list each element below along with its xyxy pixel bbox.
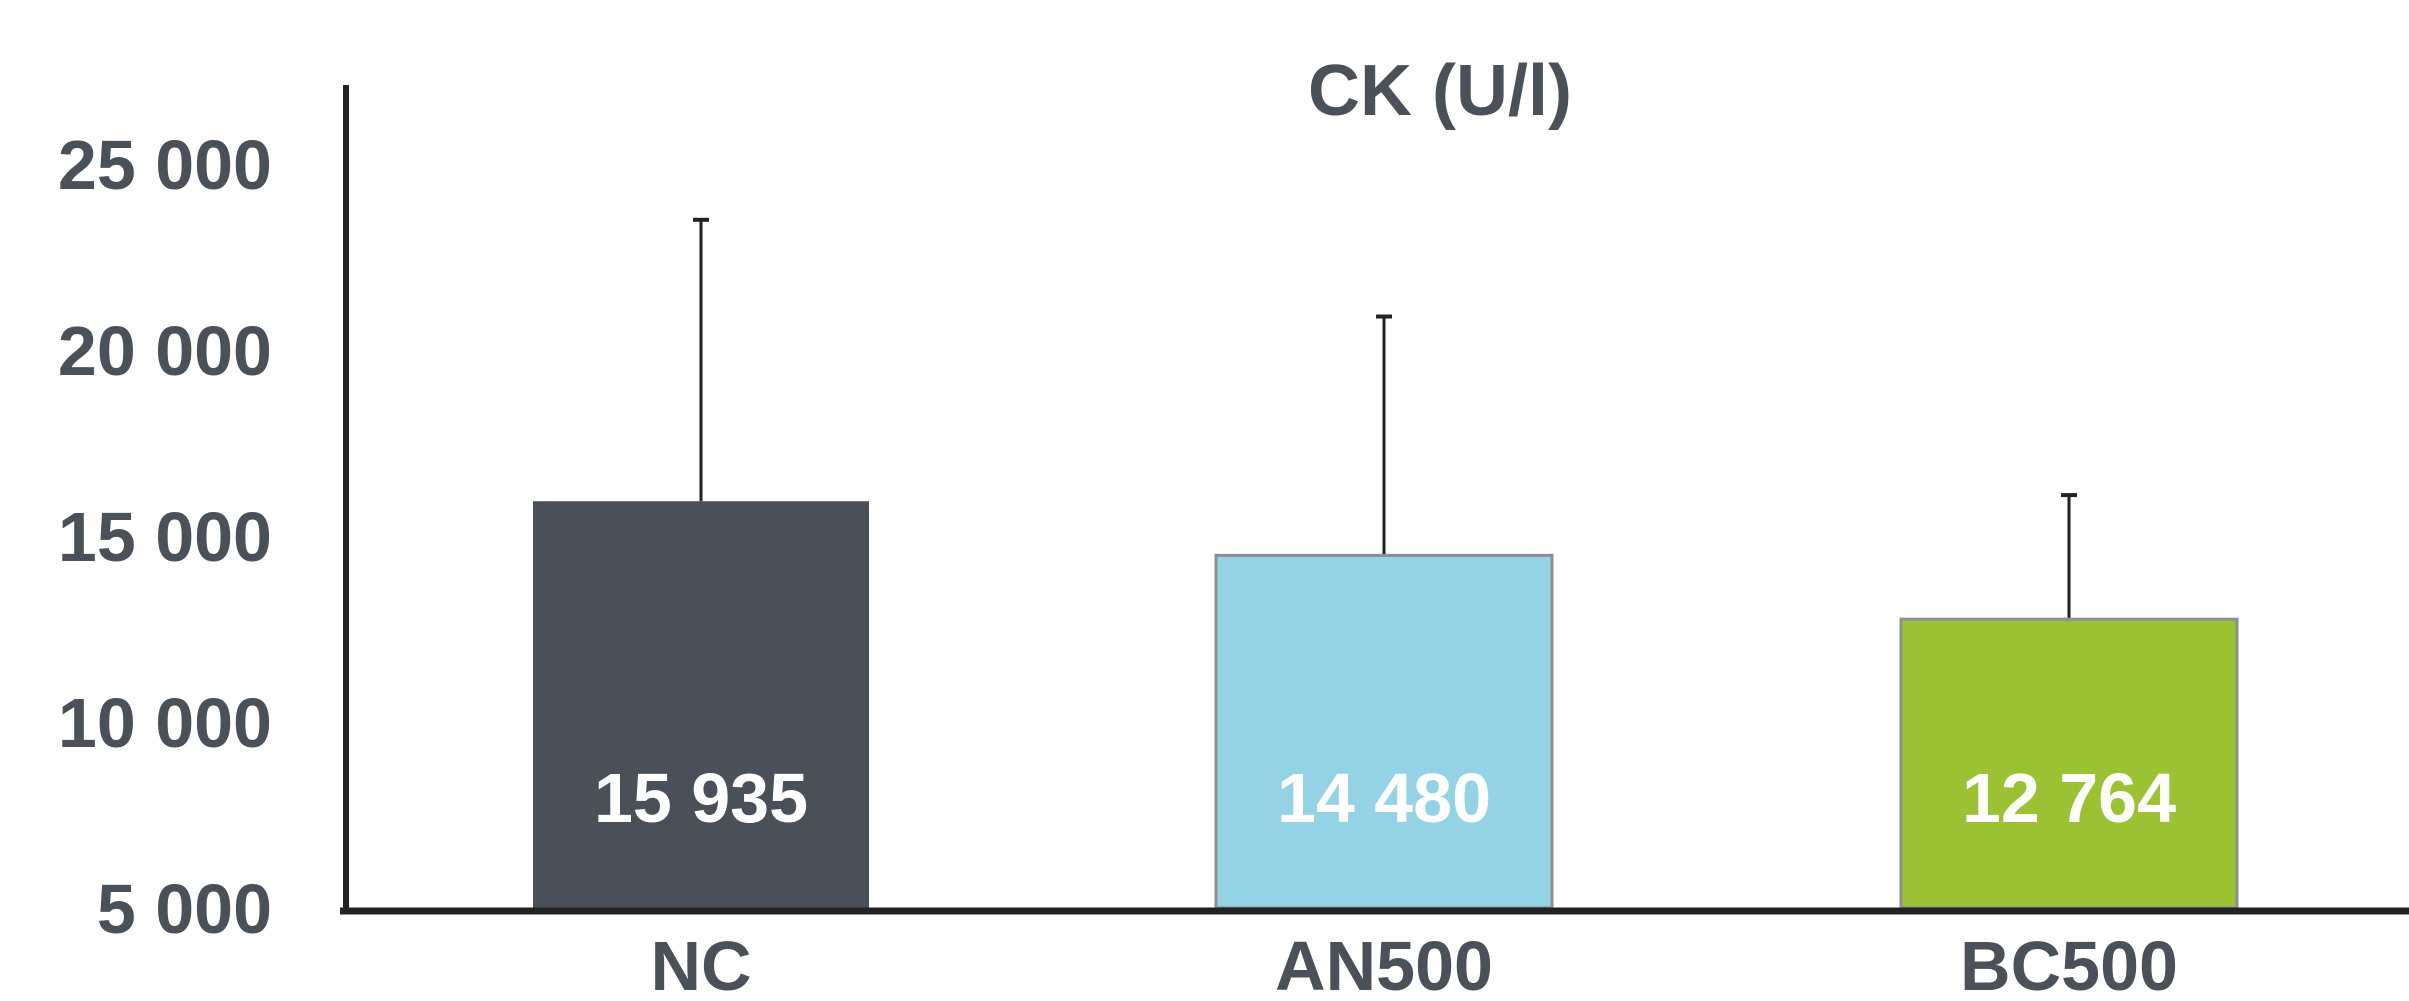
category-label: BC500 xyxy=(1960,927,2178,1001)
data-label: 12 764 xyxy=(1962,759,2176,837)
error-bar xyxy=(1376,314,1392,556)
y-axis-ticks: 5 000 10 000 15 000 20 000 25 000 xyxy=(58,126,272,948)
category-label: NC xyxy=(650,927,751,1001)
error-bar xyxy=(2061,493,2077,620)
x-axis-category-labels: NC AN500 BC500 xyxy=(650,927,2178,1001)
bars xyxy=(533,501,2239,910)
bar-an500 xyxy=(1214,553,1554,910)
data-labels: 15 935 14 480 12 764 xyxy=(594,759,2176,837)
error-bar xyxy=(693,217,709,502)
error-bars xyxy=(693,217,2077,620)
y-tick-label: 10 000 xyxy=(58,684,272,762)
data-label: 15 935 xyxy=(594,759,808,837)
category-label: AN500 xyxy=(1275,927,1493,1001)
chart-title: CK (U/l) xyxy=(1308,51,1572,131)
data-label: 14 480 xyxy=(1277,759,1491,837)
y-tick-label: 20 000 xyxy=(58,312,272,390)
y-tick-label: 15 000 xyxy=(58,498,272,576)
y-tick-label: 5 000 xyxy=(97,870,272,948)
bar-nc xyxy=(533,501,869,908)
y-tick-label: 25 000 xyxy=(58,126,272,204)
